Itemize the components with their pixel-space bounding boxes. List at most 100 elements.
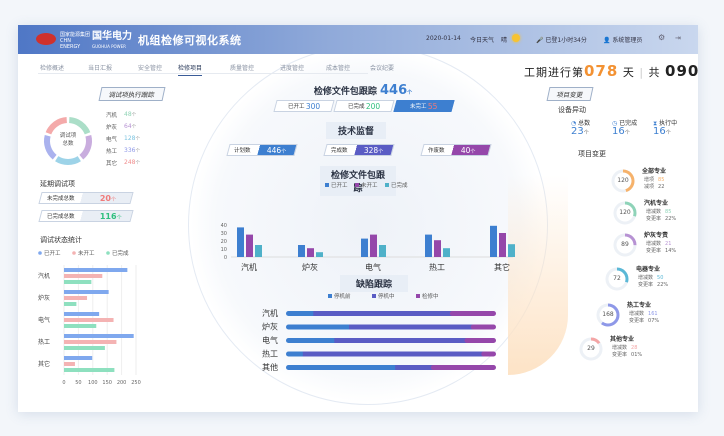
delay-title: 延期调试项 xyxy=(40,180,75,188)
legend-value-2: 128个 xyxy=(124,135,140,142)
category-label: 炉灰 xyxy=(262,322,278,332)
settings-icon[interactable]: ⚙ xyxy=(658,33,666,42)
change-name-2: 炉灰专责 xyxy=(644,232,669,239)
k2: 变更率 xyxy=(629,318,645,324)
pie-icon: ◔ xyxy=(571,120,579,127)
legend-swatch-2 xyxy=(385,183,389,187)
stat-label: 已完成 xyxy=(347,104,365,110)
tab-6[interactable]: 成本管控 xyxy=(326,65,351,72)
device-label: 总数 xyxy=(578,120,591,127)
stat-value: 55 xyxy=(428,101,439,111)
unit: 个 xyxy=(665,130,671,136)
v1: 161 xyxy=(648,311,658,317)
change-total-5: 29 xyxy=(587,345,595,352)
tab-4[interactable]: 质量管控 xyxy=(230,65,255,72)
bar-其它-未开工 xyxy=(64,362,75,366)
value: 446 xyxy=(266,145,282,155)
value: 64 xyxy=(124,123,132,130)
brand-name: 国华电力 xyxy=(92,31,132,42)
y-tick: 40 xyxy=(221,223,227,229)
x-tick: 150 xyxy=(102,380,112,386)
k2: 变更率 xyxy=(646,216,662,222)
change-ring-4 xyxy=(596,303,620,327)
x-tick: 100 xyxy=(88,380,98,386)
k1: 增减数 xyxy=(646,241,662,247)
segment-其他-检修中 xyxy=(430,365,496,370)
legend-name-3: 热工 xyxy=(106,149,118,155)
device-stat-1: ◷ 已完成 xyxy=(612,118,637,127)
pkg-total: 446 xyxy=(380,83,408,98)
legend-label-2: 检修中 xyxy=(422,292,439,300)
tab-7[interactable]: 会议纪要 xyxy=(370,65,395,72)
segment-汽机-检修中 xyxy=(449,311,496,316)
bar-热工-未开工 xyxy=(64,340,117,344)
v2: 22% xyxy=(657,282,669,288)
segment-热工-停机中 xyxy=(302,351,485,357)
x-tick: 0 xyxy=(62,380,65,386)
tab-3[interactable]: 检修项目 xyxy=(178,63,203,76)
tech-value: 328个 xyxy=(356,146,383,155)
value: 248 xyxy=(124,159,136,166)
tab-debug-tracking[interactable]: 调试项执行跟踪 xyxy=(98,87,165,101)
unit: 个 xyxy=(135,137,140,142)
y-tick: 20 xyxy=(221,239,227,245)
tab-project-change[interactable]: 项目变更 xyxy=(546,87,594,101)
change-ring-5 xyxy=(579,337,603,361)
tab-1[interactable]: 当日汇报 xyxy=(88,65,113,72)
stat-value: 200 xyxy=(366,101,381,111)
device-title: 设备异动 xyxy=(558,106,586,114)
logout-icon[interactable]: ⇥ xyxy=(675,34,681,42)
hourglass-icon: ⧗ xyxy=(653,120,660,127)
donut-segment-2 xyxy=(55,156,81,165)
pkg-chart-title: 检修文件包跟踪 xyxy=(320,166,396,196)
change-row2-0: 减项 22 xyxy=(644,184,664,190)
change-row1-0: 增项 85 xyxy=(644,177,664,183)
tab-2[interactable]: 安全管控 xyxy=(138,65,163,72)
tab-0[interactable]: 检修概述 xyxy=(40,65,65,72)
v1: 28 xyxy=(631,345,638,351)
change-row2-4: 变更率 07% xyxy=(629,318,659,324)
v1: 85 xyxy=(658,177,665,183)
y-tick: 30 xyxy=(221,231,227,237)
k1: 增减数 xyxy=(629,311,645,317)
tech-stat-0: 计划数 446个 xyxy=(226,144,298,156)
legend-dot-0 xyxy=(38,251,42,255)
sun-icon xyxy=(512,34,520,42)
donut-label-2: 总数 xyxy=(62,141,74,147)
legend-value-3: 336个 xyxy=(124,147,140,154)
category-label: 电气 xyxy=(262,335,278,345)
v1: 85 xyxy=(665,209,672,215)
legend-value-1: 64个 xyxy=(124,123,136,130)
bar-炉灰-已完成 xyxy=(316,252,323,257)
bar-电气-未开工 xyxy=(64,318,114,322)
tech-label: 完成数 xyxy=(331,148,348,154)
stat-label: 已开工 xyxy=(287,104,305,110)
segment-电气-检修中 xyxy=(464,338,496,343)
bar-其它-未开工 xyxy=(499,233,506,257)
orange-arc-decoration xyxy=(508,175,568,375)
bar-炉灰-已开工 xyxy=(298,245,305,257)
pkg-stat-0: 已开工 300 xyxy=(273,100,335,112)
legend-label-0: 停机前 xyxy=(334,292,351,300)
legend-name-4: 其它 xyxy=(106,161,118,167)
donut-label-1: 调试项 xyxy=(59,133,77,139)
pkg-header: 检修文件包跟踪 446个 xyxy=(258,83,468,98)
unit: 个 xyxy=(131,113,137,118)
user-menu[interactable]: 👤 系统管理员 xyxy=(603,35,642,44)
pkg-stat-2: 未完工 55 xyxy=(393,100,455,112)
tech-value: 446个 xyxy=(259,146,286,155)
logo-icon xyxy=(36,33,56,45)
segment-其他-停机中 xyxy=(395,365,434,370)
tab-5[interactable]: 进度管控 xyxy=(280,65,305,72)
bar-热工-未开工 xyxy=(434,240,441,257)
bar-其它-已开工 xyxy=(490,225,497,257)
legend-name-2: 电气 xyxy=(106,137,118,143)
bar-电气-已开工 xyxy=(361,238,368,257)
donut-segment-1 xyxy=(79,134,92,160)
value: 23 xyxy=(571,126,584,137)
pkg-bar-chart: 已开工 未开工 已完成 0 10 20 30 40 汽机 炉灰 电气 热工 其它 xyxy=(221,181,515,272)
delay-value: 20个 xyxy=(82,194,116,203)
user-icon: 👤 xyxy=(603,37,611,44)
category-label: 电气 xyxy=(365,262,381,272)
unit: 个 xyxy=(470,148,476,155)
